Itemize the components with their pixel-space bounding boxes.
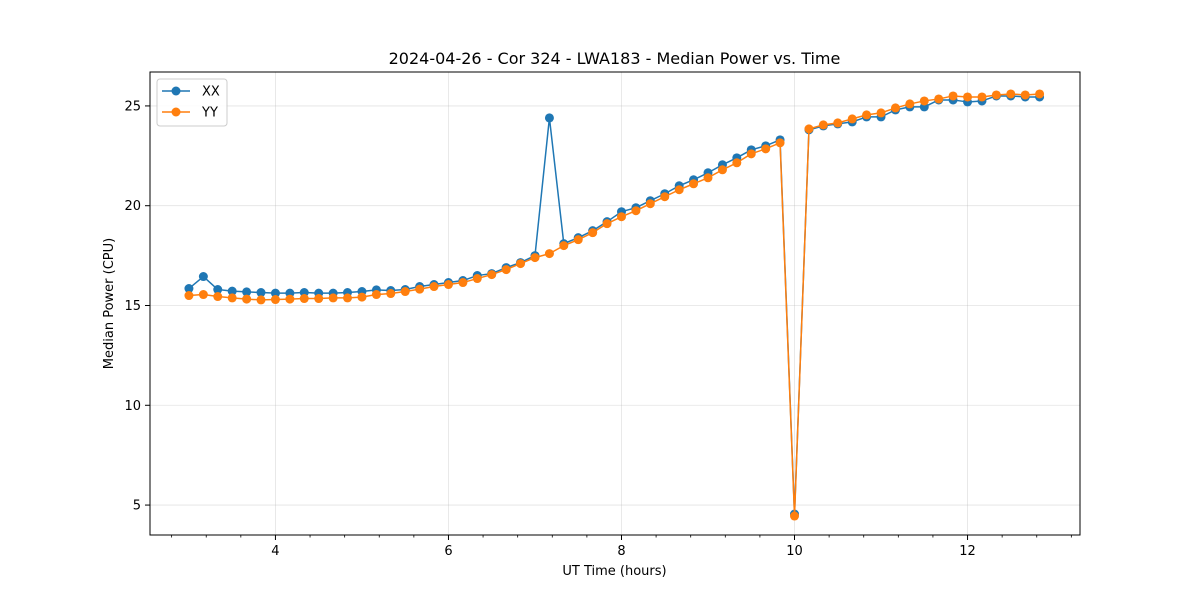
legend-label-yy: YY xyxy=(201,106,218,121)
data-point-yy xyxy=(516,259,526,269)
data-point-yy xyxy=(890,103,900,113)
data-point-xx xyxy=(256,288,266,298)
data-point-yy xyxy=(573,235,583,245)
data-point-yy xyxy=(429,282,439,292)
data-point-yy xyxy=(689,179,699,189)
x-axis-label: UT Time (hours) xyxy=(562,564,666,579)
data-point-yy xyxy=(761,144,771,154)
data-point-yy xyxy=(371,290,381,300)
data-point-yy xyxy=(631,206,641,216)
data-point-yy xyxy=(213,292,223,302)
data-point-yy xyxy=(905,99,915,109)
data-point-yy xyxy=(934,94,944,104)
data-point-xx xyxy=(270,288,280,298)
data-point-yy xyxy=(314,294,324,304)
data-point-yy xyxy=(775,138,785,148)
data-point-yy xyxy=(977,92,987,102)
data-point-yy xyxy=(645,199,655,209)
chart-title: 2024-04-26 - Cor 324 - LWA183 - Median P… xyxy=(389,49,841,68)
data-point-xx xyxy=(242,287,252,297)
data-point-yy xyxy=(328,293,338,303)
x-tick-label: 10 xyxy=(786,544,803,559)
y-tick-label: 15 xyxy=(124,299,141,314)
data-point-xx xyxy=(184,284,194,294)
data-point-yy xyxy=(443,280,453,290)
data-point-yy xyxy=(1035,89,1045,99)
data-point-xx xyxy=(227,286,237,296)
legend-marker-yy xyxy=(171,107,181,117)
data-point-yy xyxy=(847,114,857,124)
x-tick-label: 8 xyxy=(617,544,625,559)
data-point-yy xyxy=(790,511,800,521)
series-layer xyxy=(184,89,1045,521)
data-point-yy xyxy=(458,278,468,288)
data-point-yy xyxy=(963,92,973,102)
data-point-yy xyxy=(400,287,410,297)
data-point-yy xyxy=(991,90,1001,100)
data-point-yy xyxy=(357,292,367,302)
legend-marker-xx xyxy=(171,86,181,96)
data-point-yy xyxy=(818,120,828,130)
series-line-xx xyxy=(188,95,1040,515)
data-point-yy xyxy=(616,212,626,222)
y-tick-label: 20 xyxy=(124,199,141,214)
data-point-yy xyxy=(602,219,612,229)
data-point-yy xyxy=(559,241,569,251)
data-point-yy xyxy=(415,284,425,294)
y-tick-label: 10 xyxy=(124,399,141,414)
data-point-yy xyxy=(242,294,252,304)
data-point-yy xyxy=(487,270,497,280)
data-point-yy xyxy=(472,274,482,284)
data-point-yy xyxy=(530,253,540,263)
plot-frame xyxy=(149,71,1081,536)
data-point-yy xyxy=(919,96,929,106)
data-point-yy xyxy=(198,290,208,300)
data-point-yy xyxy=(948,91,958,101)
data-point-yy xyxy=(804,124,814,134)
y-tick-label: 25 xyxy=(124,99,141,114)
series-line-yy xyxy=(188,93,1040,517)
data-point-yy xyxy=(256,295,266,305)
data-point-yy xyxy=(270,295,280,305)
data-point-yy xyxy=(227,293,237,303)
data-point-yy xyxy=(746,149,756,159)
data-point-yy xyxy=(299,294,309,304)
data-point-yy xyxy=(833,118,843,128)
data-point-yy xyxy=(343,293,353,303)
data-point-yy xyxy=(184,291,194,301)
data-point-xx xyxy=(213,285,223,295)
data-point-yy xyxy=(285,294,295,304)
legend-label-xx: XX xyxy=(202,85,220,100)
x-tick-label: 4 xyxy=(271,544,279,559)
data-point-yy xyxy=(717,165,727,175)
data-point-yy xyxy=(862,110,872,120)
data-point-yy xyxy=(703,173,713,183)
data-point-yy xyxy=(544,249,554,259)
data-point-yy xyxy=(732,158,742,168)
data-point-yy xyxy=(876,108,886,118)
legend: XX YY xyxy=(156,78,228,127)
data-point-yy xyxy=(386,289,396,299)
data-point-yy xyxy=(674,185,684,195)
y-tick-label: 5 xyxy=(133,499,141,514)
data-point-yy xyxy=(660,192,670,202)
data-point-yy xyxy=(501,265,511,275)
data-point-yy xyxy=(1006,89,1016,99)
y-axis-label: Median Power (CPU) xyxy=(102,238,117,369)
data-point-yy xyxy=(588,228,598,238)
data-point-xx xyxy=(544,113,554,123)
x-tick-label: 6 xyxy=(444,544,452,559)
data-point-xx xyxy=(198,272,208,282)
axes: 4 6 8 10 12 5 10 15 20 25 xyxy=(124,99,1072,559)
data-point-yy xyxy=(1020,90,1030,100)
x-tick-label: 12 xyxy=(959,544,976,559)
